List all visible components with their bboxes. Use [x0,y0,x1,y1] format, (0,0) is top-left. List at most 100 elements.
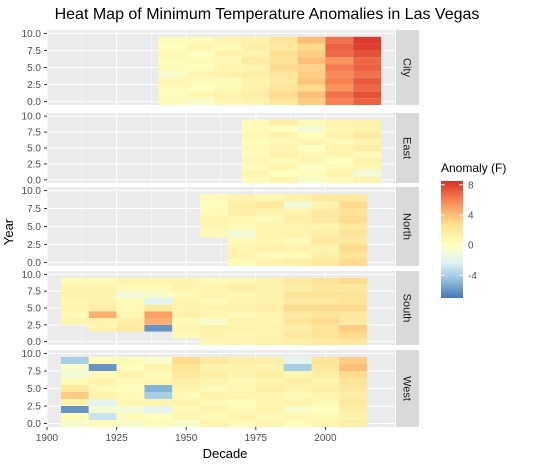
heat-tile [200,364,228,371]
heat-tile [311,305,339,312]
heat-tile [228,318,256,325]
heat-tile [117,291,145,298]
heat-tile [61,284,89,291]
legend-tick-label: -4 [468,271,477,282]
heat-tile [242,57,270,64]
heat-tile [353,64,381,71]
heat-tile [214,64,242,71]
y-tick-label: 5.0 [27,384,41,395]
heat-tile [117,413,145,420]
heat-tile [325,177,353,183]
heat-tile [353,177,381,183]
heat-tile [270,57,298,64]
heat-tile [353,158,381,164]
heat-tile [228,420,256,427]
heat-tile [311,420,339,427]
heat-tile [298,37,326,44]
heat-tile [89,278,117,285]
heat-tile [144,371,172,378]
heat-tile [61,406,89,413]
heat-tile [339,371,367,378]
heat-tile [256,318,284,325]
y-tick-label: 5.0 [27,144,41,155]
heat-tile [186,37,214,44]
heat-tile [284,357,312,364]
heat-tile [200,413,228,420]
heat-tile [200,406,228,413]
heat-tile [325,119,353,125]
heat-tile [117,378,145,385]
heat-tile [228,413,256,420]
heat-tile [158,37,186,44]
heat-tile [339,413,367,420]
heat-tile [256,332,284,339]
heat-tile [311,413,339,420]
heat-tile [172,406,200,413]
heat-tile [186,44,214,51]
heat-tile [325,132,353,138]
heat-tile [325,126,353,132]
heat-tile [284,237,312,244]
x-axis-label: Decade [203,446,248,461]
heat-tile [353,57,381,64]
heat-tile [228,399,256,406]
legend: 8 4 0 -4 [441,180,477,298]
heat-tile [200,278,228,285]
heat-tile [339,332,367,339]
heat-tile [298,138,326,144]
heat-tile [242,138,270,144]
heat-tile [298,126,326,132]
heat-tile [186,71,214,78]
heat-tile [339,305,367,312]
heat-tile [186,85,214,92]
heat-tile [298,57,326,64]
heat-tile [284,378,312,385]
heat-tile [284,230,312,237]
heat-tile [89,364,117,371]
heat-tile [311,259,339,266]
heat-tile [117,357,145,364]
y-tick-label: 5.0 [27,304,41,315]
heat-tile [325,158,353,164]
heat-tile [353,44,381,51]
heat-tile [256,399,284,406]
heat-tile [89,305,117,312]
heat-tile [200,392,228,399]
heat-tile [61,364,89,371]
heat-tile [200,305,228,312]
heat-tile [353,37,381,44]
heat-tile [311,278,339,285]
heat-tile [89,371,117,378]
facet-label: East [401,137,413,159]
heat-tile [353,98,381,105]
heat-tile [200,420,228,427]
heat-tile [228,209,256,216]
heat-tile [256,259,284,266]
y-axis-label: Year [1,218,16,245]
heat-tile [214,44,242,51]
heat-tile [284,291,312,298]
heat-tile [200,230,228,237]
heat-tile [339,230,367,237]
heat-tile [242,78,270,85]
heat-tile [117,406,145,413]
heat-tile [256,278,284,285]
heat-tile [117,325,145,332]
heat-tile [339,385,367,392]
heat-tile [298,145,326,151]
heat-tile [117,364,145,371]
facet-south: 0.02.55.07.510.0South [22,270,419,348]
heat-tile [256,406,284,413]
heat-tile [89,420,117,427]
heat-tile [242,44,270,51]
heat-tile [298,78,326,85]
heat-tile [228,385,256,392]
heat-tile [214,71,242,78]
y-tick-label: 7.5 [27,128,41,139]
heat-tile [61,371,89,378]
heat-tile [172,291,200,298]
heat-tile [158,98,186,105]
y-tick-label: 7.5 [27,46,41,57]
heat-tile [311,223,339,230]
